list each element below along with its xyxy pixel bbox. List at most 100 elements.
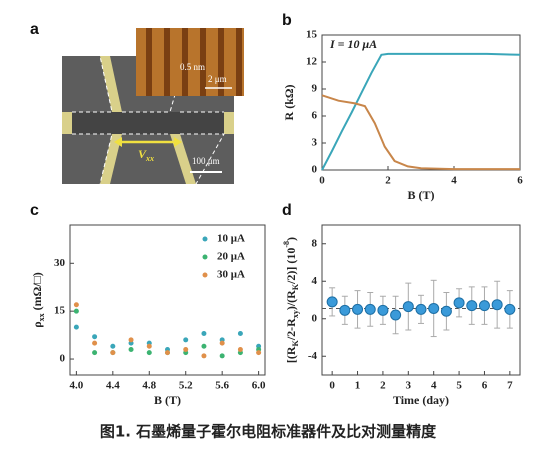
point	[237, 331, 243, 337]
point	[339, 304, 351, 316]
point	[326, 296, 338, 308]
y-tick-label: 15	[306, 29, 318, 41]
x-tick-label: 6	[482, 380, 488, 392]
point	[453, 297, 465, 309]
point	[146, 350, 152, 356]
point	[73, 324, 79, 330]
voltage-symbol: V	[138, 147, 147, 161]
legend-label: 30 μA	[217, 269, 245, 281]
point	[110, 343, 116, 349]
y-tick-label: 4	[312, 275, 318, 287]
point	[92, 334, 98, 340]
point	[183, 346, 189, 352]
point	[128, 337, 134, 343]
x-tick-label: 4.8	[142, 380, 156, 392]
x-tick-label: 0	[329, 380, 335, 392]
arrow-head	[174, 137, 182, 147]
point	[428, 302, 440, 314]
hall-bar	[62, 112, 234, 134]
label-part: /2-R	[284, 318, 298, 341]
voltage-label: Vxx	[138, 147, 154, 163]
point	[478, 300, 490, 312]
legend-marker	[202, 254, 208, 260]
afm-stripes	[146, 28, 242, 96]
label-part: -8	[282, 241, 291, 248]
point	[73, 308, 79, 314]
y-tick-label: 6	[312, 110, 318, 122]
point	[165, 350, 170, 356]
contact	[100, 56, 122, 112]
label-part: xx	[37, 313, 46, 321]
y-tick-label: 0	[312, 312, 318, 324]
x-tick-label: 0	[319, 175, 325, 187]
caption: 图1. 石墨烯量子霍尔电阻标准器件及比对测量精度	[100, 423, 437, 441]
scale-label: 100 μm	[192, 156, 220, 166]
x-axis-label: Time (day)	[393, 393, 449, 407]
point	[237, 346, 243, 352]
x-tick-label: 5.6	[215, 380, 229, 392]
contact	[100, 134, 122, 184]
axes-frame	[321, 224, 521, 376]
x-tick-label: 1	[355, 380, 361, 392]
point	[201, 331, 207, 337]
x-tick-label: 4	[431, 380, 437, 392]
point	[92, 350, 98, 356]
contact	[170, 134, 196, 184]
y-axis-label: ρxx (mΩ/□)	[30, 272, 46, 328]
point	[219, 340, 225, 346]
panel-label: c	[30, 202, 39, 219]
x-tick-label: 4	[451, 175, 457, 187]
point	[219, 353, 225, 359]
label-part: K	[291, 283, 300, 290]
x-tick-label: 5	[456, 380, 462, 392]
label-part: )/(R	[284, 290, 298, 310]
label-part: ρ	[30, 321, 44, 327]
point	[146, 343, 152, 349]
voltage-sub: xx	[145, 154, 154, 163]
point	[201, 343, 207, 349]
legend-label: 20 μA	[217, 251, 245, 263]
line	[321, 94, 520, 171]
point	[415, 303, 427, 315]
y-axis-label: [(RK/2-Rxy)/(RK/2)] (10-8)	[282, 237, 300, 363]
inset-height: 0.5 nm	[180, 62, 205, 72]
afm-inset	[136, 28, 244, 96]
y-tick-label: -4	[308, 350, 318, 362]
x-axis-label: B (T)	[154, 393, 181, 407]
y-tick-label: 30	[54, 257, 66, 269]
panel-a-image: a 0.5 nm 2 μm Vxx 100 μm	[30, 21, 244, 185]
x-tick-label: 4.0	[70, 380, 84, 392]
panel-label: a	[30, 21, 39, 38]
x-tick-label: 3	[406, 380, 412, 392]
x-tick-label: 6	[517, 175, 523, 187]
inset-scale: 2 μm	[208, 74, 227, 84]
y-tick-label: 8	[312, 237, 318, 249]
point	[466, 300, 478, 312]
label-part: (mΩ/□)	[30, 272, 44, 313]
contact	[62, 112, 72, 134]
point	[201, 353, 207, 359]
y-tick-label: 12	[306, 56, 318, 68]
point	[352, 303, 364, 315]
legend-marker	[202, 272, 208, 278]
y-tick-label: 9	[312, 83, 318, 95]
contact	[224, 112, 234, 134]
point	[183, 337, 189, 343]
y-axis-label: R (kΩ)	[282, 85, 296, 121]
legend-marker	[202, 236, 208, 242]
point	[504, 303, 516, 315]
point	[92, 340, 98, 346]
label-part: )	[284, 237, 298, 241]
point	[73, 302, 79, 308]
arrow-head	[114, 137, 122, 147]
y-tick-label: 3	[312, 137, 318, 149]
y-tick-label: 0	[60, 353, 66, 365]
line	[321, 52, 521, 171]
point	[128, 346, 134, 352]
annotation: I = 10 μA	[329, 37, 377, 51]
point	[402, 301, 414, 313]
point	[256, 350, 262, 356]
y-tick-label: 15	[54, 305, 66, 317]
point	[491, 299, 503, 311]
